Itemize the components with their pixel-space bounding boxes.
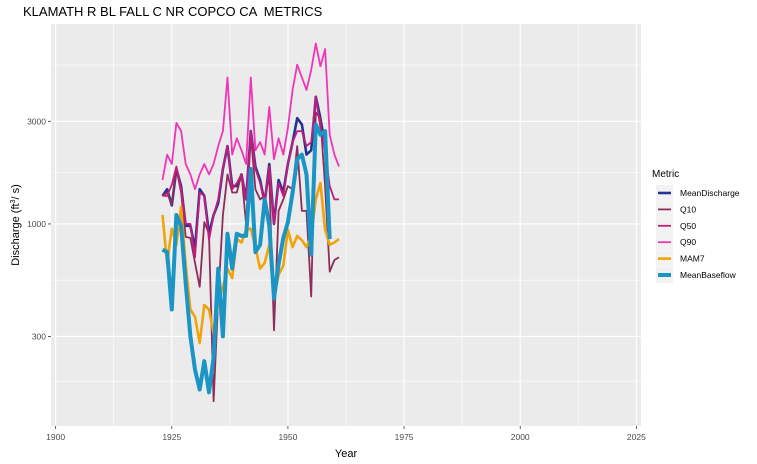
series-line-q50 <box>162 95 339 259</box>
series-line-q90 <box>161 42 340 191</box>
x-axis: 1900 1925 1950 1975 2000 2025 <box>46 426 646 442</box>
x-tick-label: 1925 <box>162 432 181 442</box>
y-axis-title: Discharge (ft3/ s) <box>10 184 22 266</box>
y-tick-label: 1000 <box>27 219 46 229</box>
y-axis-title-suffix: / s) <box>10 184 22 199</box>
legend-label-q10: Q10 <box>680 204 696 214</box>
legend-label-q50: Q50 <box>680 221 696 231</box>
legend: Metric MeanDischarge Q10 Q50 Q90 MAM7 MeanBas… <box>652 169 740 283</box>
legend-title: Metric <box>652 169 679 180</box>
chart-title: KLAMATH R BL FALL C NR COPCO CA METRICS <box>23 4 323 19</box>
x-tick-label: 2000 <box>511 432 530 442</box>
y-axis: 300 1000 3000 <box>27 116 51 341</box>
series-lines <box>161 42 340 403</box>
major-gridlines <box>51 24 641 426</box>
legend-label-meandischarge: MeanDischarge <box>680 188 740 198</box>
legend-label-mam7: MAM7 <box>680 254 705 264</box>
y-axis-title-superscript: 3 <box>10 199 17 203</box>
legend-label-q90: Q90 <box>680 237 696 247</box>
x-tick-label: 2025 <box>627 432 646 442</box>
y-tick-label: 3000 <box>27 116 46 126</box>
legend-label-meanbaseflow: MeanBaseflow <box>680 270 737 280</box>
x-tick-label: 1900 <box>46 432 65 442</box>
x-axis-title: Year <box>335 448 358 460</box>
y-axis-title-prefix: Discharge (ft <box>10 203 22 265</box>
y-tick-label: 300 <box>32 331 46 341</box>
x-tick-label: 1950 <box>278 432 297 442</box>
minor-gridlines <box>51 24 641 426</box>
series-line-meanbaseflow <box>161 122 332 395</box>
x-tick-label: 1975 <box>395 432 414 442</box>
